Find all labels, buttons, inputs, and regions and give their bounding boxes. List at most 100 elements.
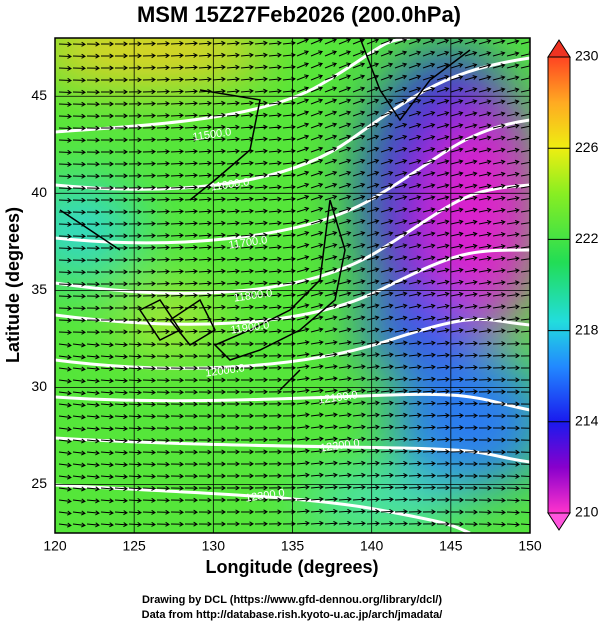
wind-arrow — [506, 39, 520, 45]
wind-arrow — [436, 267, 450, 273]
wind-arrow — [58, 426, 72, 432]
wind-arrow — [198, 148, 212, 154]
wind-arrow — [450, 449, 464, 455]
wind-arrow — [366, 472, 380, 478]
wind-arrow — [254, 304, 268, 310]
wind-arrow — [212, 521, 226, 527]
wind-arrow — [240, 160, 254, 166]
wind-arrow — [394, 62, 408, 69]
wind-arrow — [142, 329, 156, 335]
wind-arrow — [436, 279, 450, 285]
wind-arrow — [464, 328, 478, 334]
wind-arrow — [408, 86, 422, 93]
wind-arrow — [324, 134, 338, 141]
wind-arrow — [198, 88, 212, 94]
wind-arrow — [310, 400, 324, 406]
wind-arrow — [324, 327, 338, 333]
wind-arrow — [240, 184, 254, 190]
wind-arrow — [366, 303, 380, 309]
wind-arrow — [268, 509, 282, 515]
wind-arrow — [436, 74, 450, 81]
wind-arrow — [240, 473, 254, 479]
wind-arrow — [226, 160, 240, 166]
wind-arrow — [198, 220, 212, 226]
wind-arrow — [520, 171, 530, 177]
wind-arrow — [506, 401, 520, 407]
wind-arrow — [226, 76, 240, 82]
wind-arrow — [212, 172, 226, 178]
wind-arrow — [450, 509, 464, 515]
wind-arrow — [156, 197, 170, 203]
wind-arrow — [422, 497, 436, 503]
wind-arrow — [240, 461, 254, 467]
wind-arrow — [296, 327, 310, 333]
wind-arrow — [450, 111, 464, 117]
wind-arrow — [170, 77, 184, 82]
wind-arrow — [198, 172, 212, 178]
wind-arrow — [506, 268, 520, 274]
colorbar-min-arrow — [547, 512, 571, 531]
wind-arrow — [156, 377, 170, 383]
wind-arrow — [478, 341, 492, 346]
wind-arrow — [128, 269, 142, 275]
wind-arrow — [58, 53, 72, 59]
wind-arrow — [240, 437, 254, 443]
wind-arrow — [394, 448, 408, 454]
wind-arrow — [268, 292, 282, 298]
wind-arrow — [184, 244, 198, 250]
wind-arrow — [338, 376, 352, 382]
wind-arrow — [86, 77, 100, 83]
wind-arrow — [366, 521, 380, 527]
wind-arrow — [436, 521, 450, 527]
wind-arrow — [114, 233, 128, 239]
wind-arrow — [240, 401, 254, 407]
wind-arrow — [324, 412, 338, 418]
wind-arrow — [436, 509, 450, 515]
wind-arrow — [268, 148, 282, 154]
wind-arrow — [296, 400, 310, 406]
wind-arrow — [450, 461, 464, 467]
wind-arrow — [156, 245, 170, 251]
wind-arrow — [114, 342, 128, 348]
wind-arrow — [198, 389, 212, 395]
wind-arrow — [338, 520, 352, 526]
wind-arrow — [380, 243, 394, 249]
wind-arrow — [422, 267, 436, 273]
wind-arrow — [478, 111, 492, 117]
wind-arrow — [394, 497, 408, 503]
wind-arrow — [338, 340, 352, 346]
wind-arrow — [240, 292, 254, 298]
wind-arrow — [338, 352, 352, 358]
wind-arrow — [170, 113, 184, 118]
wind-arrow — [72, 233, 86, 239]
wind-arrow — [464, 243, 478, 249]
wind-arrow — [212, 124, 226, 130]
wind-arrow — [464, 413, 478, 419]
wind-arrow — [450, 328, 464, 333]
wind-arrow — [394, 303, 408, 309]
wind-arrow — [212, 64, 226, 70]
wind-arrow — [464, 63, 478, 69]
wind-arrow — [212, 473, 226, 479]
wind-arrow — [422, 86, 436, 93]
wind-arrow — [198, 413, 212, 419]
wind-arrow — [492, 256, 506, 261]
wind-arrow — [450, 364, 464, 370]
wind-arrow — [198, 196, 212, 202]
wind-arrow — [142, 485, 156, 491]
wind-arrow — [506, 365, 520, 371]
wind-arrow — [212, 136, 226, 142]
wind-arrow — [310, 388, 324, 394]
wind-arrow — [492, 304, 506, 310]
wind-arrow — [184, 473, 198, 479]
wind-arrow — [520, 425, 530, 431]
wind-arrow — [352, 62, 366, 69]
wind-arrow — [506, 377, 520, 383]
wind-arrow — [226, 88, 240, 94]
wind-arrow — [506, 220, 520, 225]
wind-arrow — [142, 353, 156, 359]
wind-arrow — [436, 352, 450, 358]
wind-arrow — [184, 64, 198, 70]
wind-arrow — [436, 135, 450, 141]
wind-arrow — [114, 41, 128, 47]
